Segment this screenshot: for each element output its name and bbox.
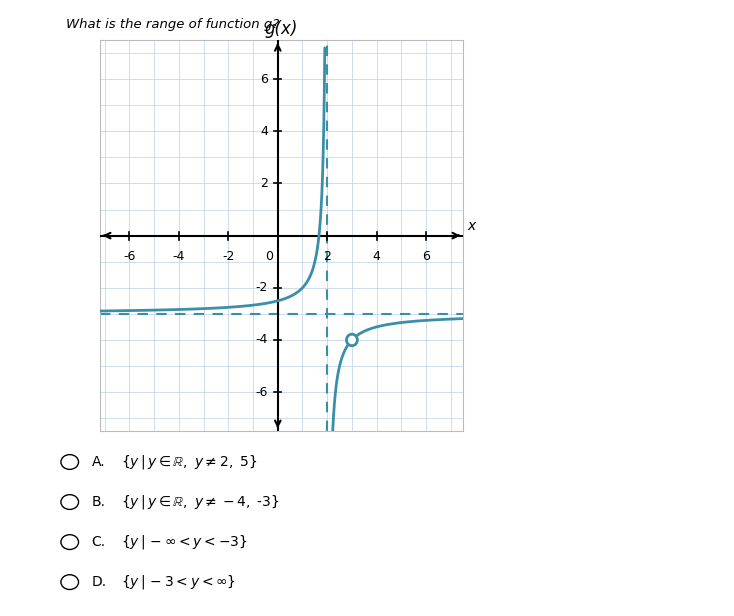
Text: -6: -6 (255, 386, 268, 399)
Text: $\{y\,|\,y \in \mathbb{R},\ y \neq -4,\ \text{-}3\}$: $\{y\,|\,y \in \mathbb{R},\ y \neq -4,\ … (121, 493, 280, 511)
Text: -2: -2 (255, 282, 268, 294)
Text: $\{y\,|\,y \in \mathbb{R},\ y \neq 2,\ 5\}$: $\{y\,|\,y \in \mathbb{R},\ y \neq 2,\ 5… (121, 453, 258, 471)
Text: 6: 6 (422, 250, 430, 263)
Text: -2: -2 (222, 250, 235, 263)
Text: D.: D. (92, 575, 107, 589)
Text: -4: -4 (172, 250, 185, 263)
Text: 6: 6 (260, 73, 268, 86)
Text: 0: 0 (265, 250, 273, 263)
Text: What is the range of function g?: What is the range of function g? (66, 18, 280, 31)
Text: 2: 2 (323, 250, 331, 263)
Text: A.: A. (92, 455, 106, 469)
Text: $\{y\,|\,-3 < y < \infty\}$: $\{y\,|\,-3 < y < \infty\}$ (121, 573, 236, 591)
Text: -6: -6 (123, 250, 136, 263)
Text: $\{y\,|\,-\infty < y < -3\}$: $\{y\,|\,-\infty < y < -3\}$ (121, 533, 248, 551)
Text: 2: 2 (260, 177, 268, 190)
Text: 4: 4 (260, 125, 268, 138)
Text: C.: C. (92, 535, 106, 549)
Text: x: x (467, 219, 475, 233)
Text: B.: B. (92, 495, 106, 509)
Circle shape (346, 334, 357, 346)
Text: 4: 4 (373, 250, 381, 263)
Text: -4: -4 (255, 333, 268, 346)
Title: g(x): g(x) (265, 20, 298, 38)
